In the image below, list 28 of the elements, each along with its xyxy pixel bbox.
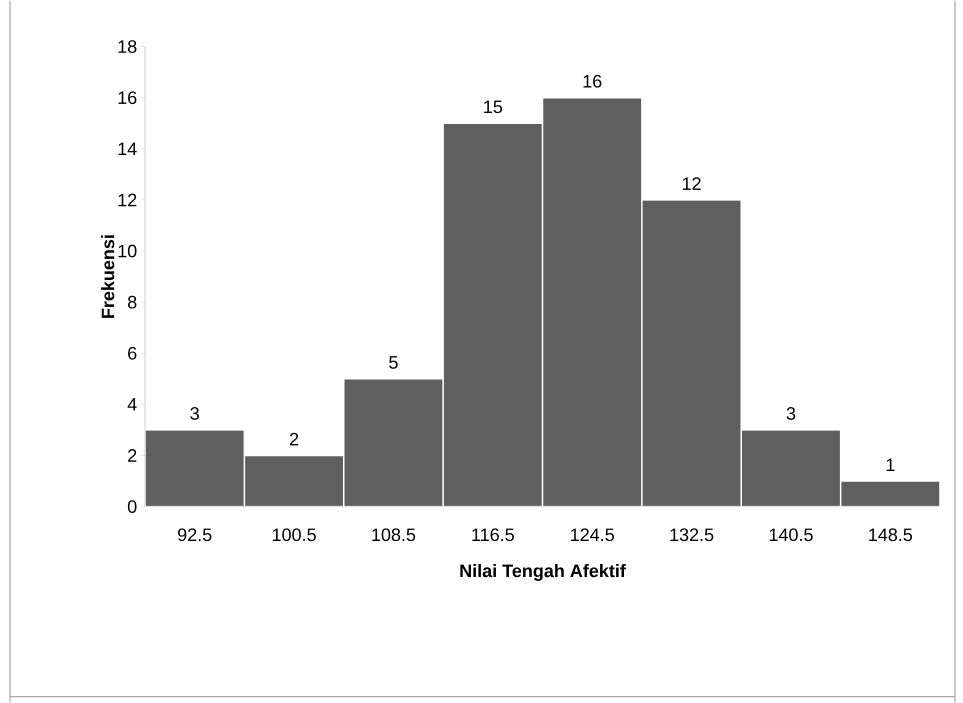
x-tick-label: 140.5 — [770, 528, 813, 542]
data-label: 1 — [886, 458, 894, 471]
x-tick-label: 100.5 — [272, 528, 316, 542]
y-tick-label: 2 — [128, 449, 136, 462]
y-tick-label: 18 — [118, 40, 136, 53]
y-tick-label: 16 — [118, 91, 136, 104]
data-label: 3 — [190, 406, 199, 420]
x-tick-label: 124.5 — [571, 528, 614, 542]
y-tick-label: 6 — [128, 346, 136, 360]
data-label: 2 — [290, 432, 298, 446]
x-tick-label: 148.5 — [869, 528, 912, 542]
x-tick-label: 132.5 — [670, 528, 714, 542]
y-tick-label: 10 — [118, 244, 137, 258]
data-label: 15 — [484, 100, 502, 114]
data-label: 3 — [786, 406, 796, 420]
y-tick-label: 4 — [128, 398, 137, 410]
data-label: 16 — [584, 74, 602, 88]
data-label: 12 — [682, 177, 701, 190]
y-tick-label: 14 — [118, 142, 137, 155]
y-axis-title: Frekuensi — [101, 235, 114, 318]
data-label: 5 — [389, 356, 398, 369]
x-tick-label: 108.5 — [372, 528, 416, 542]
x-tick-label: 116.5 — [472, 528, 514, 542]
x-axis-title: Nilai Tengah Afektif — [460, 564, 626, 581]
y-tick-label: 12 — [118, 194, 136, 206]
y-tick-label: 8 — [128, 296, 136, 308]
x-tick-label: 92.5 — [178, 528, 212, 542]
y-tick-label: 0 — [128, 500, 137, 513]
